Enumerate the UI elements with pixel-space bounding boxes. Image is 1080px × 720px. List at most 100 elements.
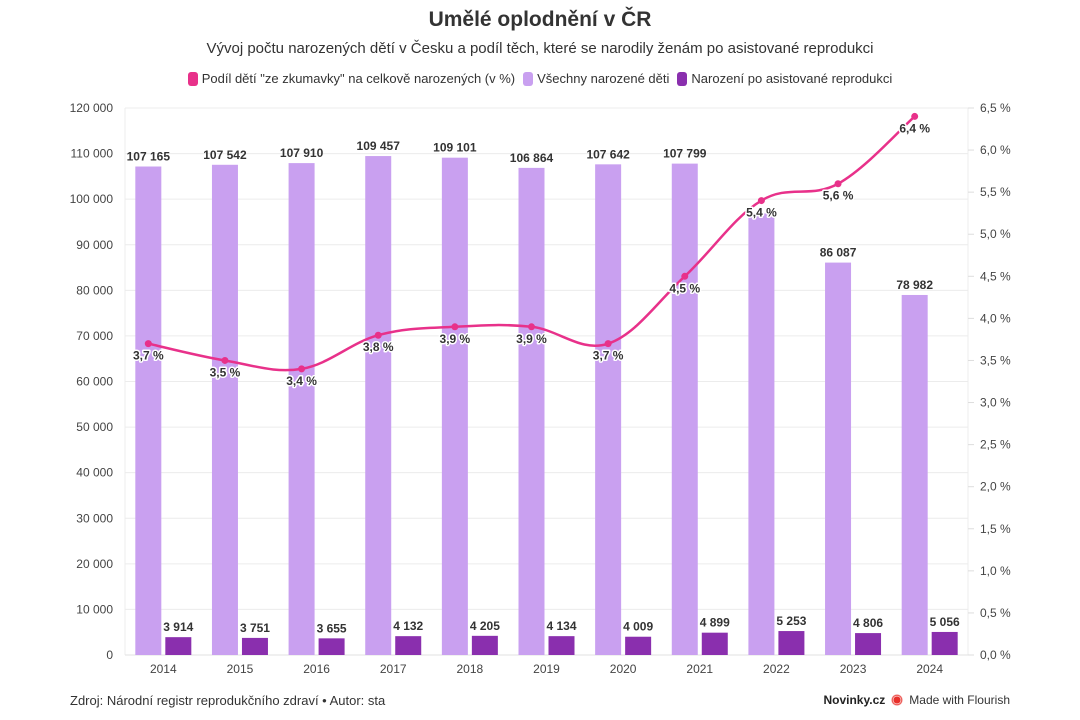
line-labels: 3,7 % 3,5 % 3,4 % 3,8 % 3,9 % 3,9 % 3,7 % 4,5 %… (131, 120, 931, 389)
line-label-share: 3,7 % (593, 349, 624, 363)
bar-label-all-births: 107 642 (586, 147, 630, 161)
line-share-point (604, 340, 612, 348)
bar-assisted-births (395, 636, 422, 655)
bar-label-all-births: 107 799 (663, 147, 707, 161)
bar-label-all-births: 106 864 (510, 151, 554, 165)
legend-label-share: Podíl dětí "ze zkumavky" na celkově naro… (201, 71, 516, 86)
y-axis-left: 0 10 000 20 000 30 000 40 000 50 000 60 000 70 … (70, 101, 114, 662)
bar-all-births (365, 156, 392, 655)
x-tick-label: 2015 (227, 662, 254, 676)
bar-label-assisted-births: 4 009 (623, 620, 653, 634)
line-label-share: 3,8 % (363, 340, 394, 354)
legend-item-all-births[interactable]: Všechny narozené děti (523, 71, 669, 86)
bar-label-all-births: 107 165 (127, 150, 171, 164)
bar-all-births (595, 164, 622, 655)
flourish-logo-icon (891, 694, 904, 706)
legend-swatch-share (187, 71, 198, 86)
bar-label-assisted-births: 3 914 (163, 620, 193, 634)
chart-subtitle: Vývoj počtu narozených dětí v Česku a po… (206, 40, 874, 57)
chart-title: Umělé oplodnění v ČR (428, 8, 652, 31)
bar-assisted-births (241, 637, 268, 655)
bar-label-assisted-births: 4 806 (853, 616, 883, 630)
bar-all-births (825, 262, 852, 655)
bar-label-all-births: 86 087 (820, 246, 857, 260)
y-right-tick-label: 6,0 % (980, 143, 1011, 157)
line-label-share: 3,9 % (440, 332, 471, 346)
bar-label-assisted-births: 3 751 (240, 621, 270, 635)
line-share-point (298, 365, 306, 373)
y-left-tick-label: 50 000 (76, 420, 113, 434)
x-tick-label: 2018 (457, 662, 484, 676)
bar-assisted-births (701, 632, 728, 655)
bar-label-assisted-births: 4 134 (546, 619, 576, 633)
bar-all-births (441, 157, 468, 655)
x-tick-label: 2022 (763, 662, 790, 676)
x-tick-label: 2020 (610, 662, 637, 676)
x-tick-label: 2014 (150, 662, 177, 676)
bar-all-births (748, 213, 775, 655)
y-left-tick-label: 0 (106, 648, 113, 662)
bar-assisted-births (165, 637, 192, 655)
bar-assisted-births (471, 635, 498, 655)
y-right-tick-label: 3,0 % (980, 396, 1011, 410)
bar-label-all-births: 107 542 (203, 148, 247, 162)
y-right-tick-label: 5,0 % (980, 227, 1011, 241)
bar-label-all-births: 107 910 (280, 146, 324, 160)
y-left-tick-label: 30 000 (76, 511, 113, 525)
line-label-share: 3,7 % (133, 349, 164, 363)
x-tick-label: 2017 (380, 662, 407, 676)
bar-label-assisted-births: 5 253 (776, 614, 806, 628)
bar-label-assisted-births: 3 655 (317, 621, 347, 635)
bar-label-assisted-births: 5 056 (930, 615, 960, 629)
y-left-tick-label: 60 000 (76, 375, 113, 389)
y-right-tick-label: 1,0 % (980, 564, 1011, 578)
legend-swatch-assisted-births (677, 71, 688, 86)
y-axis-right: 0,0 % 0,5 % 1,0 % 1,5 % 2,0 % 2,5 % 3,0 % 3,5 %… (968, 101, 1011, 662)
y-left-tick-label: 100 000 (70, 192, 114, 206)
legend-item-share[interactable]: Podíl dětí "ze zkumavky" na celkově naro… (187, 71, 516, 86)
line-label-share: 5,6 % (823, 189, 854, 203)
legend-item-assisted-births[interactable]: Narození po asistované reprodukci (677, 71, 892, 86)
line-label-share: 6,4 % (899, 121, 930, 135)
brand-logo[interactable]: Novinky.cz (823, 693, 886, 707)
line-share-path (148, 115, 916, 372)
bar-assisted-births (855, 633, 882, 655)
x-tick-label: 2016 (303, 662, 330, 676)
bar-assisted-births (318, 638, 345, 655)
bar-label-all-births: 109 101 (433, 141, 477, 155)
y-left-tick-label: 90 000 (76, 238, 113, 252)
bar-labels: 107 165 3 914 107 542 3 751 107 910 3 655 109 … (127, 139, 960, 635)
y-right-tick-label: 4,5 % (980, 269, 1011, 283)
bar-assisted-births (625, 636, 652, 655)
y-left-tick-label: 110 000 (71, 147, 114, 161)
y-left-tick-label: 10 000 (76, 602, 113, 616)
credits: Novinky.cz Made with Flourish (823, 693, 1010, 707)
y-left-tick-label: 70 000 (76, 329, 113, 343)
line-share-point (221, 356, 229, 364)
bar-all-births (211, 164, 238, 655)
line-label-share: 5,4 % (746, 206, 777, 220)
y-right-tick-label: 5,5 % (980, 185, 1011, 199)
y-right-tick-label: 4,0 % (980, 311, 1011, 325)
made-with-flourish-link[interactable]: Made with Flourish (909, 693, 1010, 707)
bar-all-births (518, 167, 545, 655)
bar-all-births (901, 294, 928, 655)
y-right-tick-label: 3,5 % (980, 353, 1011, 367)
line-share-point (144, 340, 152, 348)
x-tick-label: 2024 (916, 662, 943, 676)
bar-label-assisted-births: 4 132 (393, 619, 423, 633)
x-axis: 2014 2015 2016 2017 2018 2019 2020 2021 2022 2023… (150, 662, 943, 676)
y-left-tick-label: 120 000 (70, 101, 114, 115)
bar-assisted-births (778, 631, 805, 655)
bar-assisted-births (931, 631, 958, 655)
legend: Podíl dětí "ze zkumavky" na celkově naro… (0, 71, 1080, 86)
y-right-tick-label: 2,0 % (980, 480, 1011, 494)
legend-swatch-all-births (523, 71, 534, 86)
line-share-point (681, 272, 689, 280)
legend-label-assisted-births: Narození po asistované reprodukci (691, 71, 893, 86)
bar-label-assisted-births: 4 205 (470, 619, 500, 633)
line-share-point (528, 323, 535, 331)
x-tick-label: 2019 (533, 662, 560, 676)
line-share-point (757, 197, 765, 205)
